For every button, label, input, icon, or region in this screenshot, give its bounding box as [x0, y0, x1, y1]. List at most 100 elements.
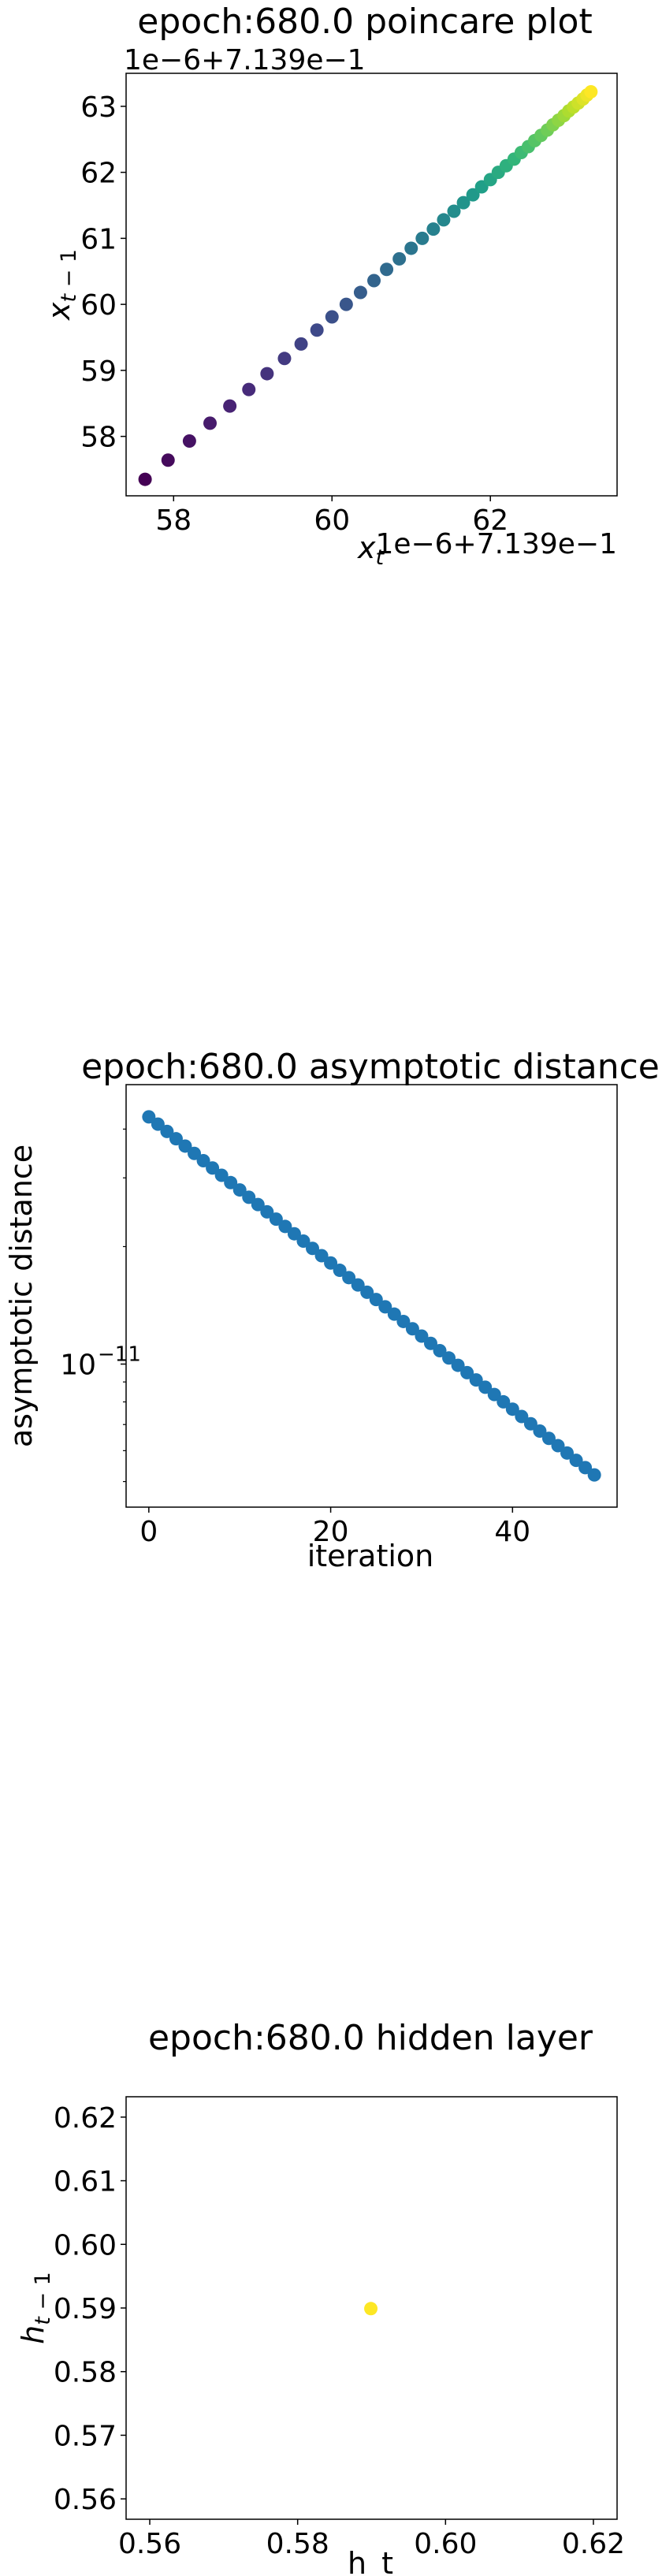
asymptotic-x-tick-label: 0	[139, 1516, 158, 1548]
hidden-layer-y-label: ht − 1	[16, 2272, 55, 2344]
asymptotic-point	[287, 1227, 301, 1241]
asymptotic-point	[378, 1300, 392, 1314]
asymptotic-point	[569, 1454, 583, 1468]
asymptotic-title: epoch:680.0 asymptotic distance	[81, 1047, 660, 1087]
asymptotic-point	[278, 1219, 292, 1234]
asymptotic-point	[387, 1307, 401, 1321]
poincare-point	[203, 416, 218, 430]
hidden-layer-y-tick-label: 0.58	[54, 2357, 117, 2389]
asymptotic-y-tick-exponent: −11	[98, 1343, 141, 1367]
asymptotic-point	[360, 1285, 374, 1299]
hidden-layer-x-tick-label: 0.60	[414, 2528, 477, 2560]
asymptotic-point	[242, 1190, 256, 1204]
poincare-point	[138, 472, 152, 486]
asymptotic-point	[405, 1322, 419, 1336]
poincare-x-tick-label: 58	[155, 504, 192, 537]
poincare-point	[584, 84, 598, 99]
asymptotic-point	[188, 1146, 202, 1160]
hidden-layer-x-tick-label: 0.58	[266, 2528, 329, 2560]
asymptotic-point	[160, 1124, 174, 1138]
asymptotic-point	[451, 1358, 465, 1372]
poincare-point	[161, 453, 175, 467]
poincare-point	[380, 262, 394, 277]
poincare-point	[277, 352, 292, 366]
asymptotic-point	[469, 1373, 483, 1387]
hidden-layer-chart: epoch:680.0 hidden layer 0.56 0.58 0.60 0.6…	[16, 2018, 625, 2576]
asymptotic-point	[178, 1139, 192, 1153]
asymptotic-point	[142, 1110, 156, 1124]
asymptotic-x-label: iteration	[307, 1539, 434, 1573]
asymptotic-point	[214, 1168, 229, 1182]
poincare-y-label: xt − 1	[42, 249, 81, 321]
asymptotic-point	[551, 1439, 565, 1453]
asymptotic-point	[232, 1183, 247, 1197]
poincare-plot-frame	[125, 73, 618, 497]
asymptotic-chart: epoch:680.0 asymptotic distance 0 20 40 10−…	[4, 1047, 660, 1573]
asymptotic-point	[415, 1329, 429, 1343]
poincare-point	[260, 367, 274, 381]
asymptotic-point	[260, 1204, 274, 1219]
hidden-layer-y-tick-label: 0.56	[54, 2484, 117, 2516]
poincare-point	[353, 285, 367, 300]
poincare-y-tick-label: 62	[80, 158, 117, 190]
asymptotic-point	[533, 1424, 547, 1439]
poincare-point	[404, 241, 418, 255]
asymptotic-point	[460, 1365, 474, 1379]
hidden-layer-points	[364, 2302, 378, 2316]
asymptotic-point	[333, 1264, 347, 1278]
asymptotic-point	[433, 1344, 447, 1358]
hidden-layer-y-tick-label: 0.59	[54, 2293, 117, 2325]
poincare-y-tick-label: 61	[80, 223, 117, 255]
asymptotic-point	[296, 1234, 311, 1248]
asymptotic-plot-frame	[125, 1084, 618, 1508]
asymptotic-point	[342, 1271, 356, 1285]
hidden-layer-y-tick-label: 0.61	[54, 2166, 117, 2198]
asymptotic-point	[505, 1402, 519, 1416]
asymptotic-point	[423, 1336, 437, 1350]
poincare-chart: epoch:680.0 poincare plot 1e−6+7.139e−1 …	[42, 2, 618, 570]
asymptotic-point	[587, 1468, 601, 1482]
asymptotic-point	[351, 1278, 365, 1292]
poincare-point	[456, 195, 470, 210]
poincare-point	[223, 399, 237, 413]
poincare-title: epoch:680.0 poincare plot	[137, 2, 592, 42]
poincare-y-tick-label: 59	[80, 356, 117, 388]
asymptotic-point	[251, 1197, 265, 1212]
asymptotic-point	[224, 1175, 238, 1189]
poincare-y-tick-label: 63	[80, 91, 117, 124]
poincare-y-tick-label: 60	[80, 289, 117, 322]
poincare-point	[310, 323, 324, 337]
asymptotic-ticks: 0 20 40 10 −11	[60, 1128, 530, 1548]
asymptotic-point	[560, 1446, 575, 1460]
asymptotic-point	[442, 1351, 456, 1365]
asymptotic-point	[487, 1387, 501, 1402]
asymptotic-point	[515, 1409, 529, 1424]
hidden-layer-y-tick-label: 0.57	[54, 2420, 117, 2452]
asymptotic-point	[169, 1132, 183, 1146]
asymptotic-x-tick-label: 20	[313, 1516, 349, 1548]
poincare-point	[339, 297, 353, 311]
asymptotic-point	[496, 1394, 511, 1409]
asymptotic-point	[196, 1153, 210, 1167]
hidden-layer-ticks: 0.56 0.58 0.60 0.62 0.56 0.57 0.58 0.59 0.60 0.61…	[54, 2102, 625, 2560]
poincare-point	[325, 310, 339, 324]
poincare-points	[138, 84, 598, 486]
poincare-ticks: 58 60 62 58 59 60 61 62 63	[80, 91, 508, 537]
asymptotic-x-tick-label: 40	[494, 1516, 530, 1548]
asymptotic-point	[324, 1256, 338, 1270]
poincare-y-offset-text: 1e−6+7.139e−1	[124, 44, 366, 76]
hidden-layer-point	[364, 2302, 378, 2316]
hidden-layer-y-tick-label: 0.60	[54, 2229, 117, 2261]
poincare-x-tick-label: 60	[314, 504, 350, 537]
poincare-x-offset-text: 1e−6+7.139e−1	[375, 528, 617, 560]
poincare-point	[242, 382, 256, 396]
asymptotic-points	[142, 1110, 601, 1482]
poincare-point	[415, 231, 430, 245]
poincare-point	[426, 222, 441, 236]
asymptotic-point	[206, 1161, 220, 1175]
poincare-point	[437, 213, 451, 227]
asymptotic-point	[151, 1117, 165, 1131]
asymptotic-y-tick-label: 10	[60, 1349, 96, 1382]
hidden-layer-title: epoch:680.0 hidden layer	[148, 2018, 593, 2058]
